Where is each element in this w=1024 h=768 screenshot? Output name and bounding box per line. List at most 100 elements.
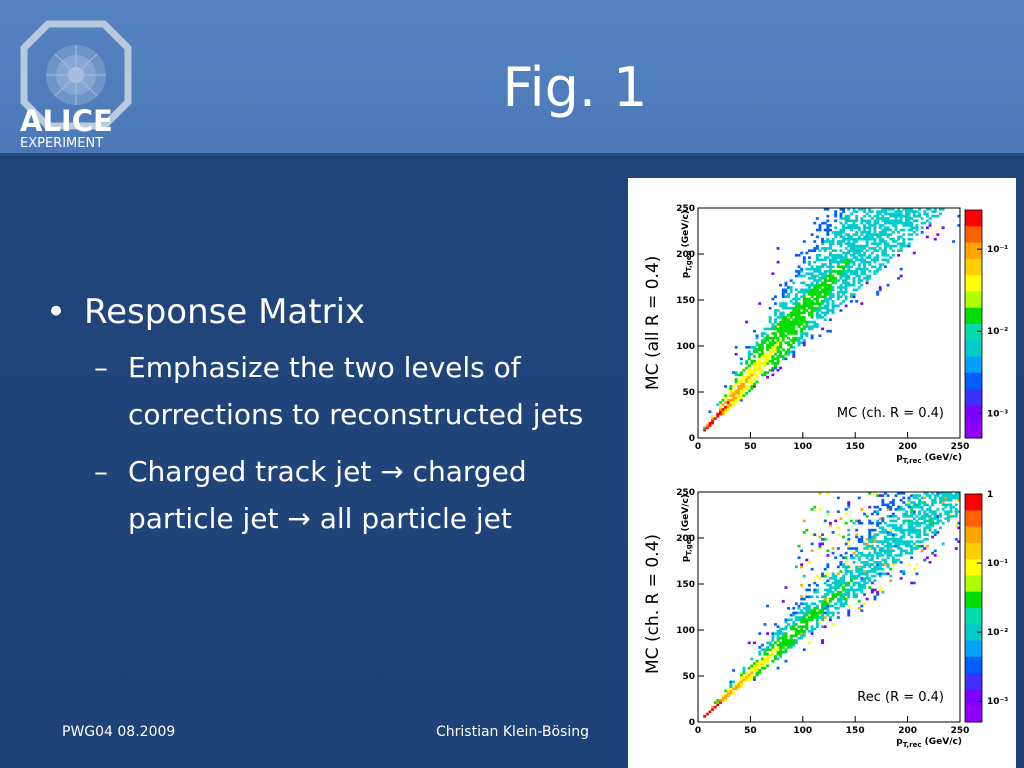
heatmap-cell — [815, 247, 819, 250]
heatmap-cell — [886, 494, 890, 497]
heatmap-cell — [907, 528, 911, 532]
heatmap-cell — [897, 237, 900, 241]
heatmap-cell — [910, 494, 914, 497]
heatmap-cell — [826, 584, 830, 587]
heatmap-cell — [771, 359, 775, 363]
heatmap-cell — [810, 508, 814, 511]
heatmap-cell — [810, 336, 814, 340]
heatmap-cell — [881, 567, 885, 571]
heatmap-cell — [776, 316, 780, 319]
heatmap-cell — [844, 277, 848, 280]
heatmap-cell — [884, 254, 887, 257]
heatmap-cell — [910, 208, 914, 211]
heatmap-cell — [852, 279, 856, 282]
heatmap-cell — [855, 233, 859, 236]
heatmap-cell — [802, 341, 806, 344]
heatmap-cell — [789, 618, 793, 622]
heatmap-cell — [815, 613, 819, 617]
heatmap-cell — [826, 572, 830, 576]
heatmap-cell — [907, 531, 911, 534]
heatmap-cell — [897, 547, 900, 550]
heatmap-cell — [808, 604, 811, 608]
heatmap-cell — [954, 547, 958, 550]
heatmap-cell — [902, 214, 906, 218]
heatmap-cell — [842, 237, 845, 241]
heatmap-cell — [868, 577, 872, 580]
heatmap-cell — [863, 219, 866, 223]
heatmap-cell — [878, 494, 882, 497]
heatmap-cell — [912, 526, 916, 530]
heatmap-cell — [797, 274, 801, 278]
heatmap-cell — [865, 242, 869, 246]
heatmap-cell — [844, 588, 848, 592]
heatmap-cell — [839, 593, 843, 596]
heatmap-cell — [818, 290, 822, 294]
heatmap-cell — [918, 501, 921, 504]
heatmap-cell — [897, 214, 900, 218]
heatmap-cell — [842, 565, 845, 569]
heatmap-cell — [829, 265, 832, 269]
heatmap-cell — [823, 318, 827, 321]
heatmap-cell — [831, 574, 835, 578]
heatmap-cell — [857, 251, 861, 255]
heatmap-cell — [829, 584, 832, 587]
heatmap-cell — [923, 210, 927, 213]
heatmap-cell — [760, 662, 764, 665]
heatmap-cell — [855, 244, 859, 248]
heatmap-cell — [823, 249, 827, 252]
heatmap-cell — [902, 228, 906, 232]
heatmap-cell — [878, 217, 882, 220]
heatmap-cell — [873, 214, 877, 218]
colorbar-segment — [965, 291, 982, 309]
heatmap-cell — [847, 263, 851, 266]
heatmap-cell — [878, 561, 882, 564]
y-tick-label: 200 — [676, 250, 695, 260]
heatmap-cell — [787, 318, 790, 321]
heatmap-cell — [779, 323, 783, 326]
heatmap-cell — [784, 618, 788, 622]
heatmap-cell — [855, 224, 859, 227]
heatmap-cell — [800, 290, 804, 294]
heatmap-cell — [766, 348, 769, 351]
heatmap-cell — [844, 263, 848, 266]
heatmap-cell — [839, 240, 843, 243]
heatmap-cell — [734, 378, 738, 381]
heatmap-cell — [758, 343, 762, 347]
heatmap-cell — [753, 355, 756, 358]
heatmap-cell — [821, 641, 824, 645]
heatmap-cell — [873, 547, 877, 550]
heatmap-cell — [899, 508, 903, 511]
heatmap-cell — [905, 244, 908, 248]
heatmap-cell — [850, 556, 853, 559]
heatmap-cell — [745, 378, 749, 381]
heatmap-cell — [907, 242, 911, 246]
heatmap-cell — [933, 554, 937, 557]
heatmap-cell — [886, 258, 890, 262]
heatmap-cell — [726, 405, 730, 409]
heatmap-cell — [876, 593, 880, 596]
heatmap-cell — [939, 492, 942, 495]
heatmap-cell — [802, 258, 806, 262]
heatmap-cell — [776, 632, 780, 635]
heatmap-cell — [787, 329, 790, 333]
heatmap-cell — [957, 521, 961, 525]
heatmap-cell — [920, 544, 924, 548]
heatmap-cell — [868, 274, 872, 278]
heatmap-cell — [781, 336, 785, 340]
heatmap-cell — [789, 327, 793, 331]
heatmap-cell — [818, 616, 822, 619]
heatmap-cell — [842, 270, 845, 273]
heatmap-cell — [863, 267, 866, 271]
heatmap-cell — [831, 281, 835, 285]
heatmap-cell — [729, 692, 733, 695]
heatmap-cell — [889, 221, 893, 225]
heatmap-cell — [865, 240, 869, 243]
heatmap-cell — [708, 710, 712, 714]
heatmap-cell — [834, 519, 838, 523]
heatmap-cell — [912, 231, 916, 234]
heatmap-cell — [855, 251, 859, 255]
heatmap-cell — [821, 300, 824, 303]
heatmap-cell — [891, 512, 895, 516]
heatmap-cell — [865, 572, 869, 576]
heatmap-cell — [753, 359, 756, 363]
